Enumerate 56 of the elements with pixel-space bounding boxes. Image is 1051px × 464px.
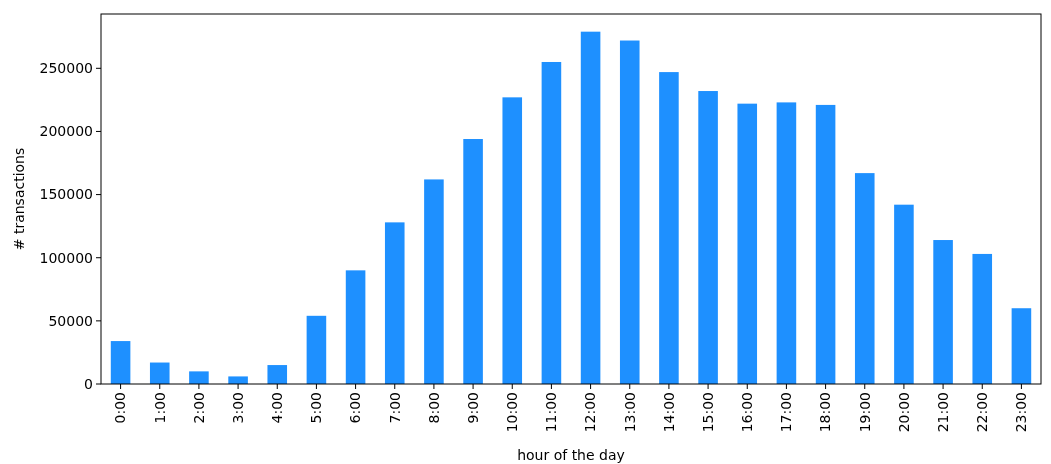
bar — [189, 371, 209, 384]
bar — [424, 179, 444, 384]
x-tick-label: 22:00 — [974, 392, 991, 433]
bar — [541, 61, 562, 384]
x-tick-label: 21:00 — [934, 392, 951, 433]
bar — [698, 91, 718, 384]
bar — [933, 240, 953, 384]
bar — [619, 40, 640, 384]
x-tick-label: 7:00 — [386, 392, 403, 424]
y-axis-title: # transactions — [11, 147, 27, 251]
bar — [1011, 308, 1032, 384]
x-tick-label: 8:00 — [425, 392, 442, 424]
y-tick-label: 0 — [84, 375, 93, 392]
x-tick-label: 5:00 — [308, 392, 325, 424]
x-tick-label: 10:00 — [504, 392, 521, 433]
bar — [463, 139, 483, 384]
x-tick-label: 6:00 — [347, 392, 364, 424]
bar — [110, 341, 131, 384]
x-tick-label: 3:00 — [229, 392, 246, 424]
x-tick-label: 23:00 — [1013, 392, 1030, 433]
bar — [345, 270, 366, 384]
bar — [659, 72, 679, 384]
x-tick-label: 12:00 — [582, 392, 599, 433]
x-tick-label: 11:00 — [543, 392, 560, 433]
x-tick-label: 4:00 — [269, 392, 286, 424]
x-tick-label: 16:00 — [739, 392, 756, 433]
bar — [815, 104, 836, 384]
x-tick-label: 18:00 — [817, 392, 834, 433]
y-tick-label: 100000 — [39, 249, 93, 266]
bar — [306, 315, 327, 384]
y-tick-label: 200000 — [39, 123, 93, 140]
bar — [228, 376, 248, 384]
bar — [580, 31, 601, 384]
x-tick-label: 15:00 — [699, 392, 716, 433]
x-tick-label: 2:00 — [190, 392, 207, 424]
x-tick-label: 14:00 — [660, 392, 677, 433]
x-tick-label: 17:00 — [778, 392, 795, 433]
bar — [972, 253, 993, 384]
bar — [854, 173, 875, 384]
bar — [737, 103, 758, 384]
x-tick-label: 1:00 — [151, 392, 168, 424]
y-tick-label: 250000 — [39, 60, 93, 77]
bar — [267, 365, 288, 384]
x-tick-label: 20:00 — [895, 392, 912, 433]
bar — [502, 97, 523, 384]
x-tick-label: 9:00 — [464, 392, 481, 424]
bar — [776, 102, 797, 384]
x-tick-label: 19:00 — [856, 392, 873, 433]
x-tick-label: 13:00 — [621, 392, 638, 433]
bar — [149, 362, 170, 384]
bar — [384, 222, 405, 384]
x-axis-title: hour of the day — [517, 447, 625, 463]
y-tick-label: 50000 — [48, 312, 93, 329]
y-tick-label: 150000 — [39, 186, 93, 203]
x-tick-label: 0:00 — [112, 392, 129, 424]
bar — [894, 204, 914, 384]
